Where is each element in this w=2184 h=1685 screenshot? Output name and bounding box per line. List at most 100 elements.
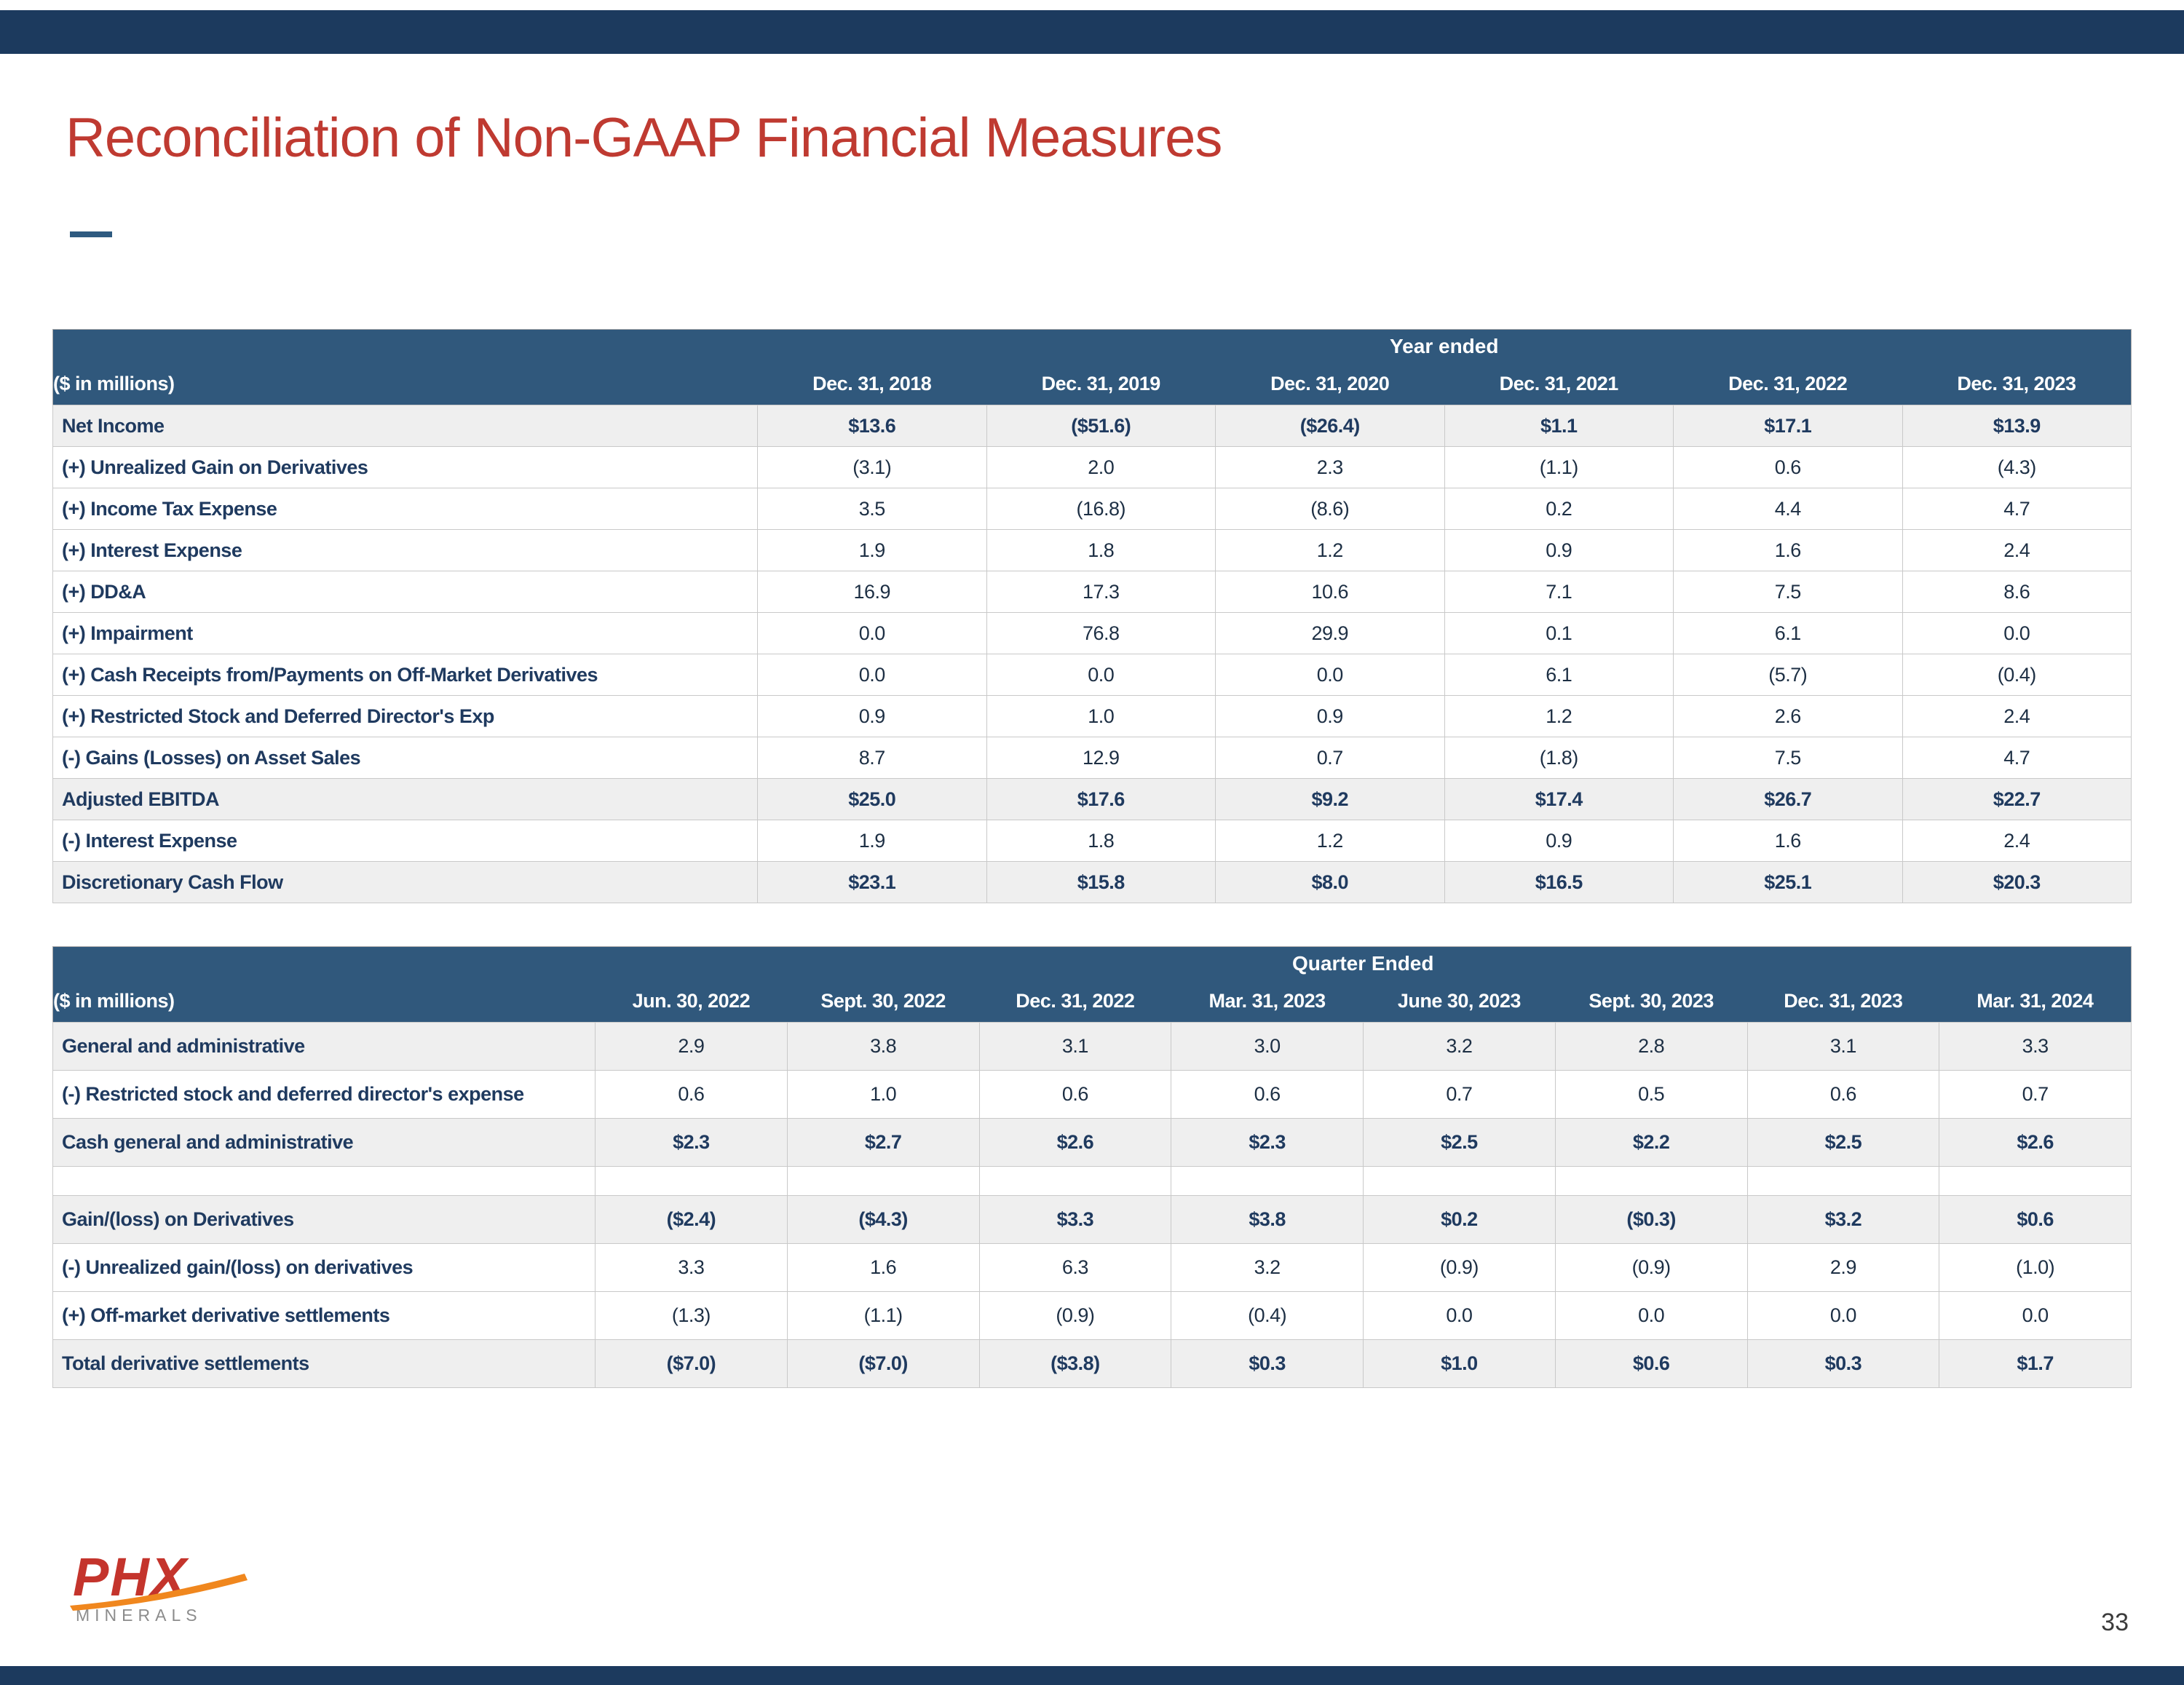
row-label: (-) Unrealized gain/(loss) on derivative…	[52, 1243, 596, 1292]
cell-value: 8.7	[757, 737, 987, 779]
cell-value: ($4.3)	[786, 1195, 980, 1244]
cell-value: 1.6	[1673, 529, 1903, 571]
cell-value: $3.8	[1171, 1195, 1364, 1244]
annual-table-section: Year ended ($ in millions) Dec. 31, 2018 De…	[52, 329, 2132, 903]
cell-value: $2.3	[1171, 1118, 1364, 1167]
row-label: Net Income	[52, 405, 758, 447]
unit-label: ($ in millions)	[52, 362, 758, 405]
cell-value: 1.8	[986, 529, 1216, 571]
cell-value: (0.9)	[1363, 1243, 1556, 1292]
cell-value: $13.9	[1902, 405, 2132, 447]
row-label: (-) Interest Expense	[52, 820, 758, 862]
column-header: Mar. 31, 2023	[1171, 980, 1364, 1023]
row-label: General and administrative	[52, 1022, 596, 1071]
cell-value: 3.1	[978, 1022, 1172, 1071]
cell-value: 0.0	[757, 612, 987, 654]
row-label: (+) Restricted Stock and Deferred Direct…	[52, 695, 758, 737]
row-label: (+) Unrealized Gain on Derivatives	[52, 446, 758, 488]
cell-value: $8.0	[1215, 861, 1445, 903]
cell-value: $3.3	[978, 1195, 1172, 1244]
cell-value: 1.6	[786, 1243, 980, 1292]
cell-value: $2.6	[1939, 1118, 2132, 1167]
cell-value: 6.1	[1673, 612, 1903, 654]
row-label: (+) Off-market derivative settlements	[52, 1291, 596, 1340]
cell-value: (5.7)	[1673, 654, 1903, 696]
cell-value: 7.1	[1444, 571, 1674, 613]
table-row: (-) Unrealized gain/(loss) on derivative…	[52, 1243, 2132, 1292]
cell-value: $2.5	[1363, 1118, 1556, 1167]
column-header: Dec. 31, 2023	[1902, 362, 2132, 405]
cell-value: 0.0	[986, 654, 1216, 696]
cell-value: 0.9	[1215, 695, 1445, 737]
cell-value: (16.8)	[986, 488, 1216, 530]
cell-value	[1939, 1166, 2132, 1196]
cell-value: 0.0	[1746, 1291, 1940, 1340]
cell-value	[1554, 1166, 1748, 1196]
cell-value: $17.6	[986, 778, 1216, 820]
cell-value: 0.1	[1444, 612, 1674, 654]
cell-value: 4.7	[1902, 737, 2132, 779]
cell-value: 7.5	[1673, 737, 1903, 779]
cell-value: ($7.0)	[595, 1339, 788, 1388]
row-label: Adjusted EBITDA	[52, 778, 758, 820]
cell-value: $25.1	[1673, 861, 1903, 903]
cell-value: 0.9	[1444, 529, 1674, 571]
column-header: Dec. 31, 2022	[979, 980, 1171, 1023]
table-row: Adjusted EBITDA $25.0 $17.6 $9.2 $17.4 $26.7 $…	[52, 778, 2132, 820]
phx-logo: PHX MINERALS	[70, 1547, 262, 1625]
cell-value: 1.8	[986, 820, 1216, 862]
cell-value: $1.7	[1939, 1339, 2132, 1388]
cell-value: 16.9	[757, 571, 987, 613]
cell-value: 2.4	[1902, 695, 2132, 737]
cell-value: $25.0	[757, 778, 987, 820]
table-row: (+) Unrealized Gain on Derivatives (3.1) 2…	[52, 446, 2132, 488]
column-header: Dec. 31, 2021	[1444, 362, 1674, 405]
bottom-navy-band	[0, 1666, 2184, 1685]
cell-value	[1171, 1166, 1364, 1196]
cell-value: $15.8	[986, 861, 1216, 903]
column-header: Dec. 31, 2018	[757, 362, 986, 405]
cell-value: 1.9	[757, 820, 987, 862]
column-header: Sept. 30, 2022	[787, 980, 979, 1023]
cell-value: 0.2	[1444, 488, 1674, 530]
cell-value: 1.2	[1444, 695, 1674, 737]
cell-value: 0.5	[1554, 1070, 1748, 1119]
cell-value: 3.1	[1746, 1022, 1940, 1071]
group-header: Year ended	[757, 329, 2132, 363]
cell-value: 3.0	[1171, 1022, 1364, 1071]
cell-value: $13.6	[757, 405, 987, 447]
row-label: (+) Income Tax Expense	[52, 488, 758, 530]
cell-value: 0.6	[595, 1070, 788, 1119]
group-header-spacer	[52, 329, 758, 363]
cell-value: (3.1)	[757, 446, 987, 488]
cell-value: (1.0)	[1939, 1243, 2132, 1292]
cell-value: (0.4)	[1902, 654, 2132, 696]
cell-value: 2.3	[1215, 446, 1445, 488]
cell-value: 0.6	[1673, 446, 1903, 488]
cell-value: 0.9	[757, 695, 987, 737]
logo-text: PHX	[73, 1547, 189, 1607]
group-header-spacer	[52, 946, 596, 980]
cell-value: $2.5	[1746, 1118, 1940, 1167]
cell-value: 7.5	[1673, 571, 1903, 613]
cell-value: 0.0	[1215, 654, 1445, 696]
cell-value	[1746, 1166, 1940, 1196]
cell-value: 2.0	[986, 446, 1216, 488]
cell-value: ($51.6)	[986, 405, 1216, 447]
cell-value: 4.4	[1673, 488, 1903, 530]
cell-value: 4.7	[1902, 488, 2132, 530]
row-label: (+) Interest Expense	[52, 529, 758, 571]
row-label: (+) Cash Receipts from/Payments on Off-M…	[52, 654, 758, 696]
unit-label: ($ in millions)	[52, 980, 596, 1023]
cell-value: $9.2	[1215, 778, 1445, 820]
cell-value: 3.8	[786, 1022, 980, 1071]
cell-value: 0.0	[1902, 612, 2132, 654]
cell-value: 1.9	[757, 529, 987, 571]
cell-value: 3.2	[1171, 1243, 1364, 1292]
cell-value: 6.3	[978, 1243, 1172, 1292]
cell-value: 0.9	[1444, 820, 1674, 862]
cell-value: (0.9)	[978, 1291, 1172, 1340]
cell-value: $0.3	[1746, 1339, 1940, 1388]
table-row: (+) Impairment 0.0 76.8 29.9 0.1 6.1 0.0	[52, 612, 2132, 654]
page-number: 33	[2101, 1609, 2129, 1636]
